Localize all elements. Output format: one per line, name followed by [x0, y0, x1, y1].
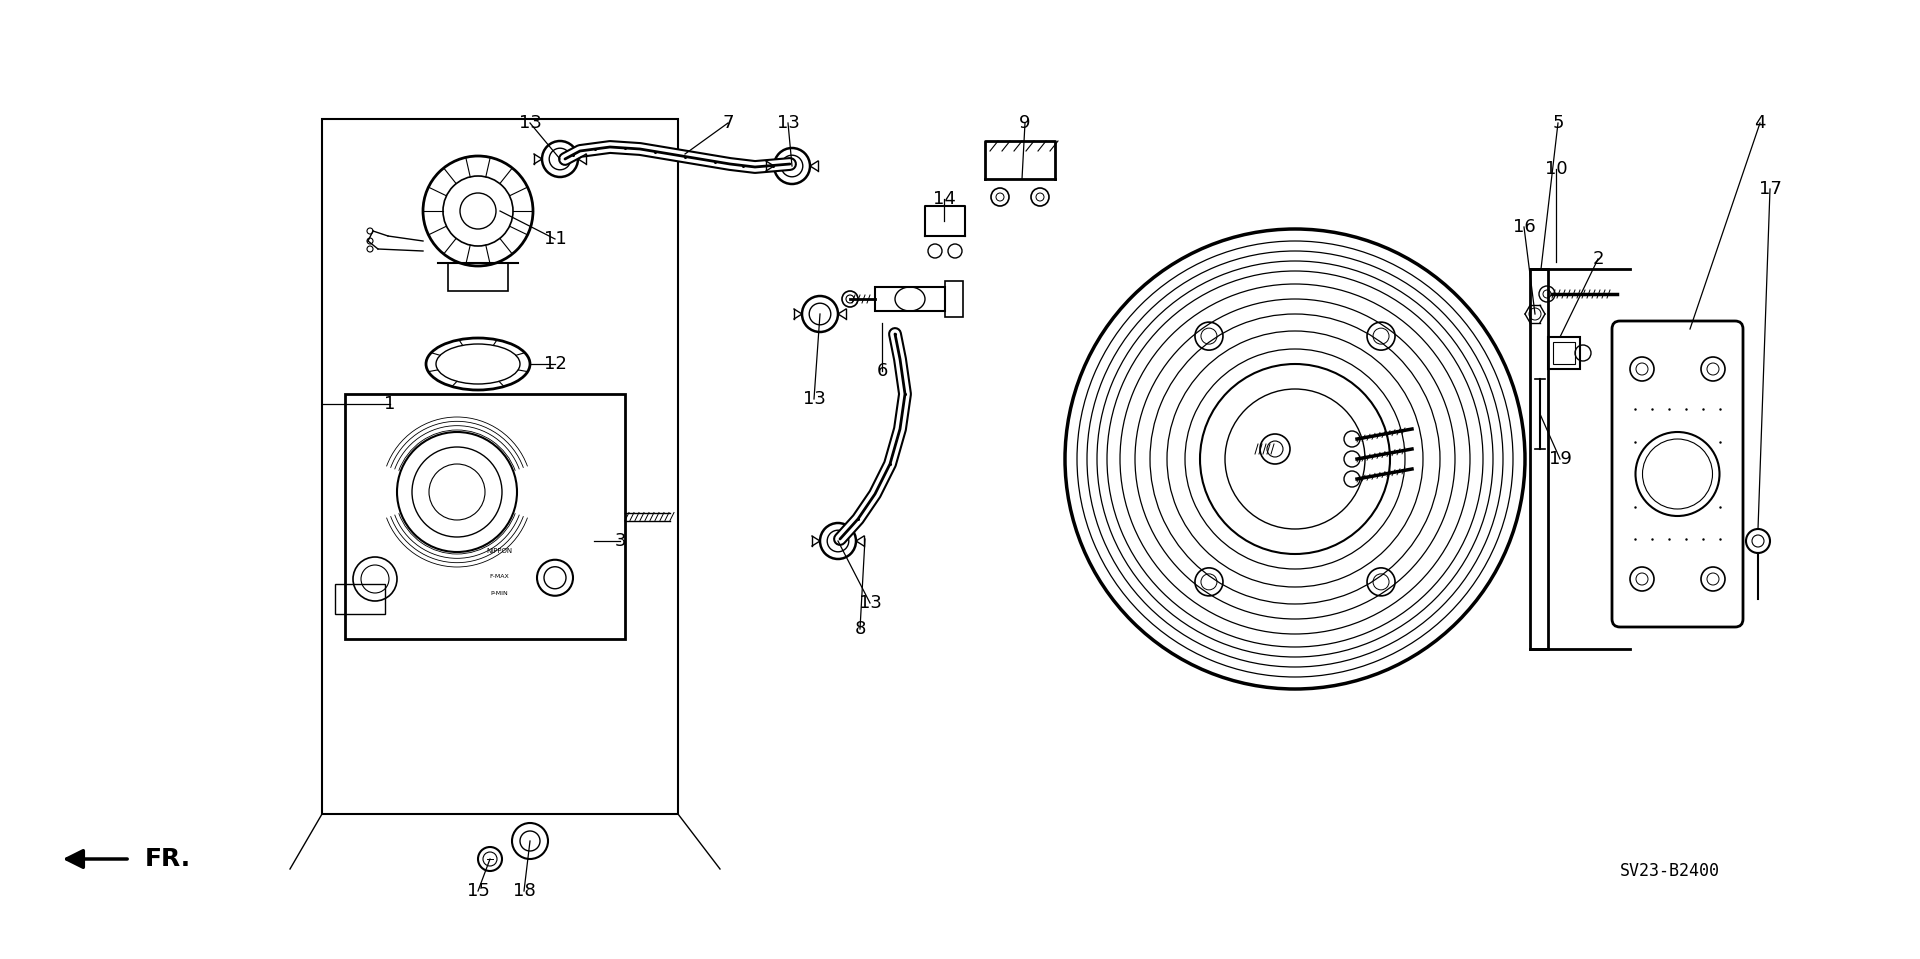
- Text: 1: 1: [384, 395, 396, 413]
- Text: 3: 3: [614, 532, 626, 550]
- Text: 12: 12: [543, 355, 566, 373]
- Text: 10: 10: [1546, 160, 1567, 178]
- Text: 5: 5: [1551, 114, 1563, 132]
- Text: F-MAX: F-MAX: [490, 573, 509, 578]
- Bar: [334, 584, 386, 614]
- Text: 18: 18: [513, 882, 536, 900]
- Text: NIPPON: NIPPON: [486, 549, 513, 554]
- Text: 13: 13: [803, 390, 826, 408]
- Bar: [876, 287, 945, 311]
- Text: 2: 2: [1592, 250, 1603, 268]
- Text: 4: 4: [1755, 114, 1766, 132]
- Text: 16: 16: [1513, 218, 1536, 236]
- Text: 13: 13: [518, 114, 541, 132]
- Bar: [1548, 337, 1580, 369]
- Bar: [447, 263, 509, 291]
- Text: 17: 17: [1759, 180, 1782, 198]
- Text: 6: 6: [876, 362, 887, 380]
- Text: 19: 19: [1549, 450, 1571, 468]
- Bar: [323, 119, 678, 814]
- Text: 14: 14: [933, 190, 956, 208]
- Text: 13: 13: [776, 114, 799, 132]
- Text: 7: 7: [722, 114, 733, 132]
- Bar: [945, 281, 964, 317]
- Bar: [1530, 269, 1548, 649]
- Text: 15: 15: [467, 882, 490, 900]
- Text: 8: 8: [854, 620, 866, 638]
- Text: 9: 9: [1020, 114, 1031, 132]
- Text: 11: 11: [543, 230, 566, 248]
- Text: 13: 13: [858, 594, 881, 612]
- Text: P-MIN: P-MIN: [490, 591, 509, 596]
- Text: SV23-B2400: SV23-B2400: [1620, 862, 1720, 880]
- Bar: [346, 394, 626, 639]
- Bar: [1553, 342, 1574, 364]
- Text: FR.: FR.: [146, 847, 192, 871]
